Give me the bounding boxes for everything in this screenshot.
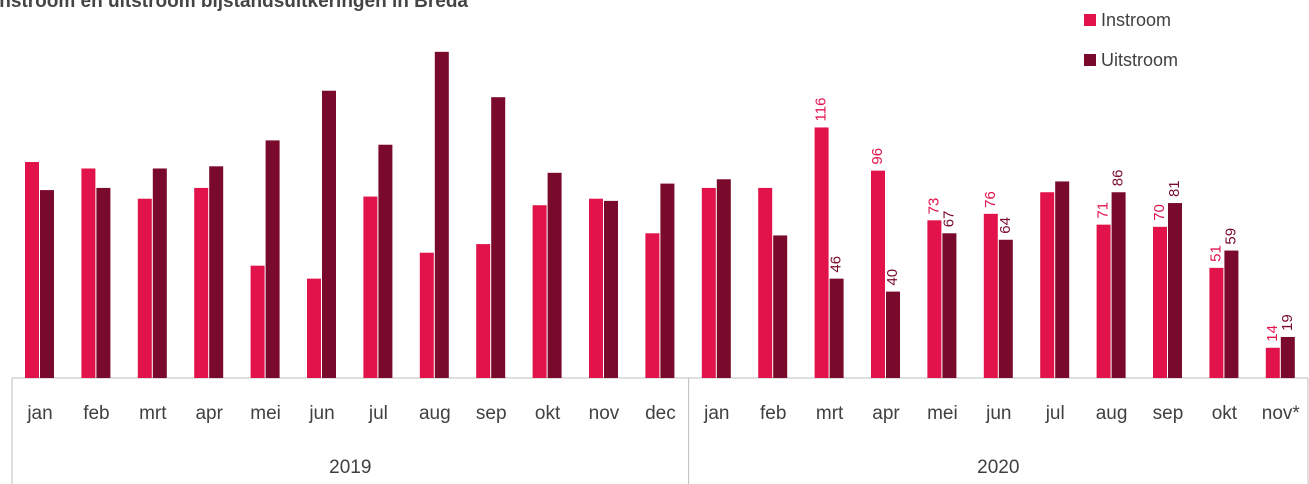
bar [532,205,547,378]
bar [152,168,167,378]
chart-title: Instroom en uitstroom bijstandsuitkering… [0,0,468,12]
x-tick-label: mei [250,403,281,424]
bar [363,196,378,378]
data-label: 14 [1264,325,1281,342]
legend-swatch [1084,14,1096,26]
x-tick-label: mrt [816,403,844,424]
bar [927,220,942,378]
data-label: 40 [884,269,901,286]
bar [419,252,434,378]
bar [1055,181,1070,378]
bar [1265,347,1280,378]
bar [983,213,998,378]
x-tick-label: feb [83,403,109,424]
x-tick-label: jan [703,403,729,424]
bar [194,187,209,378]
x-tick-label: jun [985,403,1011,424]
x-tick-label: aug [1096,403,1128,424]
bar [476,244,491,378]
bar [96,187,111,378]
bar [40,190,54,378]
data-label: 76 [982,191,999,208]
bar [1111,192,1126,378]
legend-swatch [1084,54,1096,66]
bar [378,144,393,378]
bar [660,183,675,378]
bar [871,170,885,378]
x-tick-label: jul [1045,403,1065,424]
bar [758,187,773,378]
x-tick-label: apr [195,403,223,424]
bar [434,51,449,379]
x-tick-label: jun [308,403,334,424]
bar [1096,224,1111,378]
bar [604,200,618,378]
bar [701,187,716,378]
data-label: 96 [869,148,886,165]
bar [1224,250,1239,378]
bar [209,166,224,378]
bar [491,97,506,378]
bar [81,168,96,378]
bar [1153,226,1167,378]
data-label: 73 [925,198,942,215]
x-tick-label: okt [1212,403,1238,424]
bar [25,162,39,378]
data-label: 64 [997,217,1014,234]
data-label: 19 [1279,314,1296,331]
group-label: 2020 [977,457,1019,478]
group-label: 2019 [329,457,371,478]
bar [265,140,280,378]
x-tick-label: sep [1153,403,1184,424]
bar [886,291,900,378]
data-label: 59 [1222,228,1239,245]
x-tick-label: nov [589,403,620,424]
x-tick-label: mei [927,403,958,424]
bar [307,278,321,378]
x-tick-label: mrt [139,403,167,424]
bar [1280,336,1295,378]
bar [1040,192,1055,378]
data-label: 67 [940,211,957,228]
bar [547,172,562,378]
x-tick-label: dec [645,403,676,424]
data-label: 86 [1110,170,1127,187]
x-tick-label: jul [368,403,388,424]
x-tick-label: sep [476,403,507,424]
bar [250,265,265,378]
x-tick-label: aug [419,403,451,424]
bar [137,198,152,378]
data-label: 46 [828,256,845,273]
bar [814,127,829,378]
legend-label: Uitstroom [1101,50,1178,70]
data-label: 81 [1166,180,1183,197]
bar [589,198,603,378]
bar [773,235,788,378]
bar [645,233,660,378]
x-tick-label: jan [26,403,52,424]
data-label: 51 [1207,245,1224,262]
x-tick-label: feb [760,403,786,424]
bar [998,239,1013,378]
bar [829,278,844,378]
bar [1209,267,1224,378]
data-label: 116 [813,98,830,122]
x-tick-label: nov* [1262,403,1301,424]
data-label: 70 [1151,204,1168,221]
x-tick-label: okt [535,403,561,424]
legend-label: Instroom [1101,10,1171,30]
data-label: 71 [1095,202,1112,219]
x-tick-label: apr [872,403,900,424]
bar [1168,203,1182,378]
bar [322,90,336,378]
bar [716,179,731,378]
bar [942,233,957,378]
